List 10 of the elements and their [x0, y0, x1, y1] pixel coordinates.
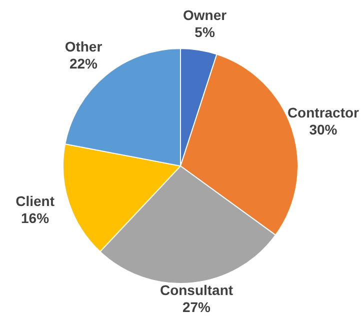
data-label: 22%	[69, 55, 98, 72]
slice-label: Consultant	[160, 282, 234, 298]
data-label: 16%	[21, 210, 50, 226]
slice-label: Other	[64, 38, 103, 54]
slice-label: Client	[16, 193, 55, 210]
slice-label: Contractor	[287, 104, 360, 121]
data-label: 5%	[194, 24, 216, 40]
slice-label: Owner	[183, 7, 228, 24]
data-label: 27%	[182, 298, 212, 315]
data-label: 30%	[309, 122, 338, 138]
